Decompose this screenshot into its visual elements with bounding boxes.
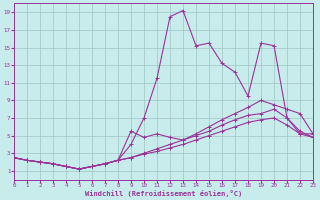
X-axis label: Windchill (Refroidissement éolien,°C): Windchill (Refroidissement éolien,°C)	[85, 190, 242, 197]
